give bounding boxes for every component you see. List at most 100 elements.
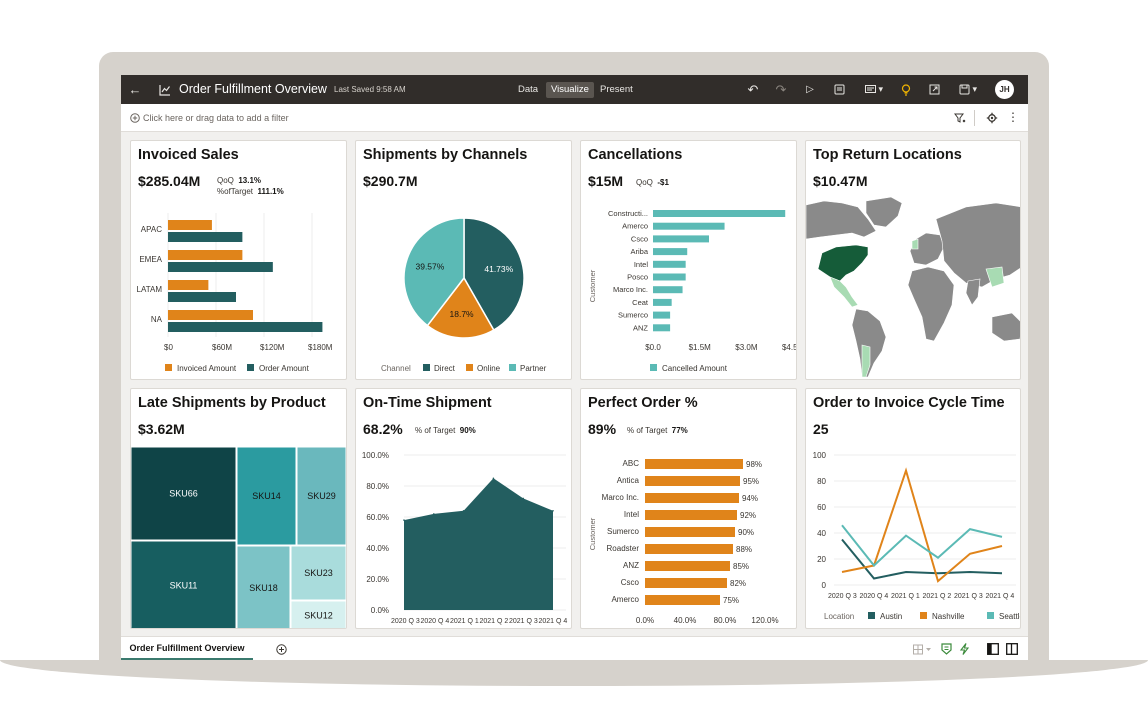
x-tick-label: $120M — [260, 343, 285, 352]
kpi-value: 89% — [588, 421, 617, 437]
card-shipments[interactable]: Shipments by Channels $290.7M 41.73% 18.7… — [355, 140, 572, 380]
legend-title: Location — [824, 612, 854, 621]
card-cancellations[interactable]: Cancellations $15M QoQ -$1 Customer Const… — [580, 140, 797, 380]
x-tick-label: 2021 Q 1 — [891, 593, 920, 600]
x-tick-label: $0 — [164, 343, 173, 352]
canvas-tab-order-fulfillment[interactable]: Order Fulfillment Overview — [121, 637, 253, 660]
category-label: APAC — [141, 225, 162, 234]
category-label: Sumerco — [607, 527, 640, 536]
laptop-base — [0, 660, 1148, 686]
card-on-time[interactable]: On-Time Shipment 68.2% % of Target 90% 0… — [355, 388, 572, 629]
bar — [653, 286, 683, 294]
y-tick-label: 100.0% — [362, 451, 389, 460]
card-late-shipments[interactable]: Late Shipments by Product $3.62M SKU66 SK… — [130, 388, 347, 629]
x-tick-label: $4.5M — [782, 343, 797, 352]
redo-icon[interactable]: ↷ — [775, 81, 787, 97]
x-tick-label: $0.0 — [645, 343, 661, 352]
y-tick-label: 0.0% — [371, 606, 389, 615]
filter-options-icon[interactable] — [954, 112, 966, 124]
undo-icon[interactable]: ↶ — [747, 81, 759, 97]
panel-right-icon[interactable] — [1006, 643, 1018, 655]
treemap-cell — [236, 545, 291, 628]
save-dropdown-icon[interactable]: ▾ — [955, 75, 981, 104]
data-tag-icon[interactable] — [941, 643, 952, 655]
cancellations-chart: Customer Constructi... Amerco Csco Ariba Inte… — [588, 209, 797, 373]
treemap-label: SKU66 — [169, 489, 198, 499]
tab-present[interactable]: Present — [600, 84, 633, 95]
filter-bar[interactable]: Click here or drag data to add a filter … — [121, 104, 1028, 132]
map-region-mexico — [829, 276, 859, 308]
card-title: Top Return Locations — [813, 147, 962, 163]
bar-data-label: 85% — [733, 562, 749, 571]
category-label: EMEA — [139, 255, 162, 264]
bar — [168, 322, 323, 332]
tab-visualize[interactable]: Visualize — [546, 82, 594, 98]
layout-grid-dropdown-icon[interactable] — [913, 644, 933, 655]
card-cycle-time[interactable]: Order to Invoice Cycle Time 25 0 20 40 60 80… — [805, 388, 1021, 629]
bar-data-label: 75% — [723, 596, 739, 605]
export-icon[interactable] — [926, 75, 942, 104]
card-invoiced-sales[interactable]: Invoiced Sales $285.04M QoQ 13.1% %ofTar… — [130, 140, 347, 380]
add-canvas-icon[interactable] — [276, 644, 287, 655]
x-tick-label: 40.0% — [674, 616, 697, 625]
category-label: Constructi... — [608, 209, 648, 218]
kpi-target: %ofTarget 111.1% — [217, 187, 284, 196]
category-label: Intel — [624, 510, 639, 519]
invoiced-sales-chart: $0 $60M $120M $180M APAC EMEA LATAM NA Invoiced … — [137, 213, 333, 373]
bar — [168, 232, 243, 242]
bar — [653, 248, 688, 256]
insights-lightbulb-icon[interactable] — [898, 75, 914, 104]
data-refresh-icon[interactable] — [831, 75, 847, 104]
slice-data-label: 18.7% — [450, 309, 475, 319]
last-saved: Last Saved 9:58 AM — [334, 85, 406, 94]
bar — [168, 280, 209, 290]
category-label: Ceat — [632, 298, 649, 307]
card-return-locations[interactable]: Top Return Locations $10.47M — [805, 140, 1021, 380]
more-options-icon[interactable]: ⋮ — [1007, 110, 1019, 124]
x-tick-label: 2020 Q 4 — [421, 618, 450, 625]
legend-label: Austin — [880, 612, 902, 621]
bar — [645, 561, 730, 571]
x-tick-label: 2020 Q 3 — [828, 593, 857, 600]
category-label: Roadster — [607, 544, 640, 553]
add-filter-icon[interactable] — [130, 113, 140, 123]
panel-left-icon[interactable] — [987, 643, 999, 655]
map-region-usa — [817, 244, 869, 282]
legend-label: Seattle — [999, 612, 1021, 621]
auto-apply-lightning-icon[interactable] — [959, 643, 970, 655]
y-tick-label: 0 — [822, 581, 827, 590]
card-title: Shipments by Channels — [363, 147, 528, 163]
world-map[interactable] — [806, 141, 1021, 380]
chart-icon[interactable] — [156, 75, 174, 104]
settings-gear-icon[interactable] — [986, 112, 998, 124]
x-tick-label: 2021 Q 4 — [539, 618, 568, 625]
comments-dropdown-icon[interactable]: ▾ — [861, 75, 887, 104]
card-title: Perfect Order % — [588, 395, 698, 411]
bar-data-label: 82% — [730, 579, 746, 588]
series-line — [841, 467, 1003, 583]
filter-placeholder[interactable]: Click here or drag data to add a filter — [143, 113, 289, 123]
treemap-cell — [131, 540, 237, 628]
category-label: Antica — [617, 476, 640, 485]
tab-data[interactable]: Data — [518, 84, 539, 95]
bar — [645, 544, 733, 554]
user-avatar[interactable]: JH — [995, 80, 1014, 99]
slice-data-label: 41.73% — [484, 264, 513, 274]
legend-swatch — [466, 364, 473, 371]
bar — [645, 459, 743, 469]
card-perfect-order[interactable]: Perfect Order % 89% % of Target 77% Cust… — [580, 388, 797, 629]
treemap-cell — [296, 446, 346, 546]
bar — [653, 222, 725, 230]
treemap-cell — [131, 446, 237, 541]
y-tick-label: 20 — [817, 555, 826, 564]
x-tick-label: $60M — [212, 343, 232, 352]
back-icon[interactable]: ← — [128, 82, 142, 97]
play-icon[interactable]: ▷ — [806, 84, 814, 95]
bar-data-label: 92% — [740, 511, 756, 520]
bar — [645, 476, 740, 486]
map-region-asia — [935, 202, 1020, 288]
map-region-africa — [907, 266, 955, 342]
legend-label: Online — [477, 364, 501, 373]
kpi-target: % of Target 77% — [627, 426, 688, 435]
